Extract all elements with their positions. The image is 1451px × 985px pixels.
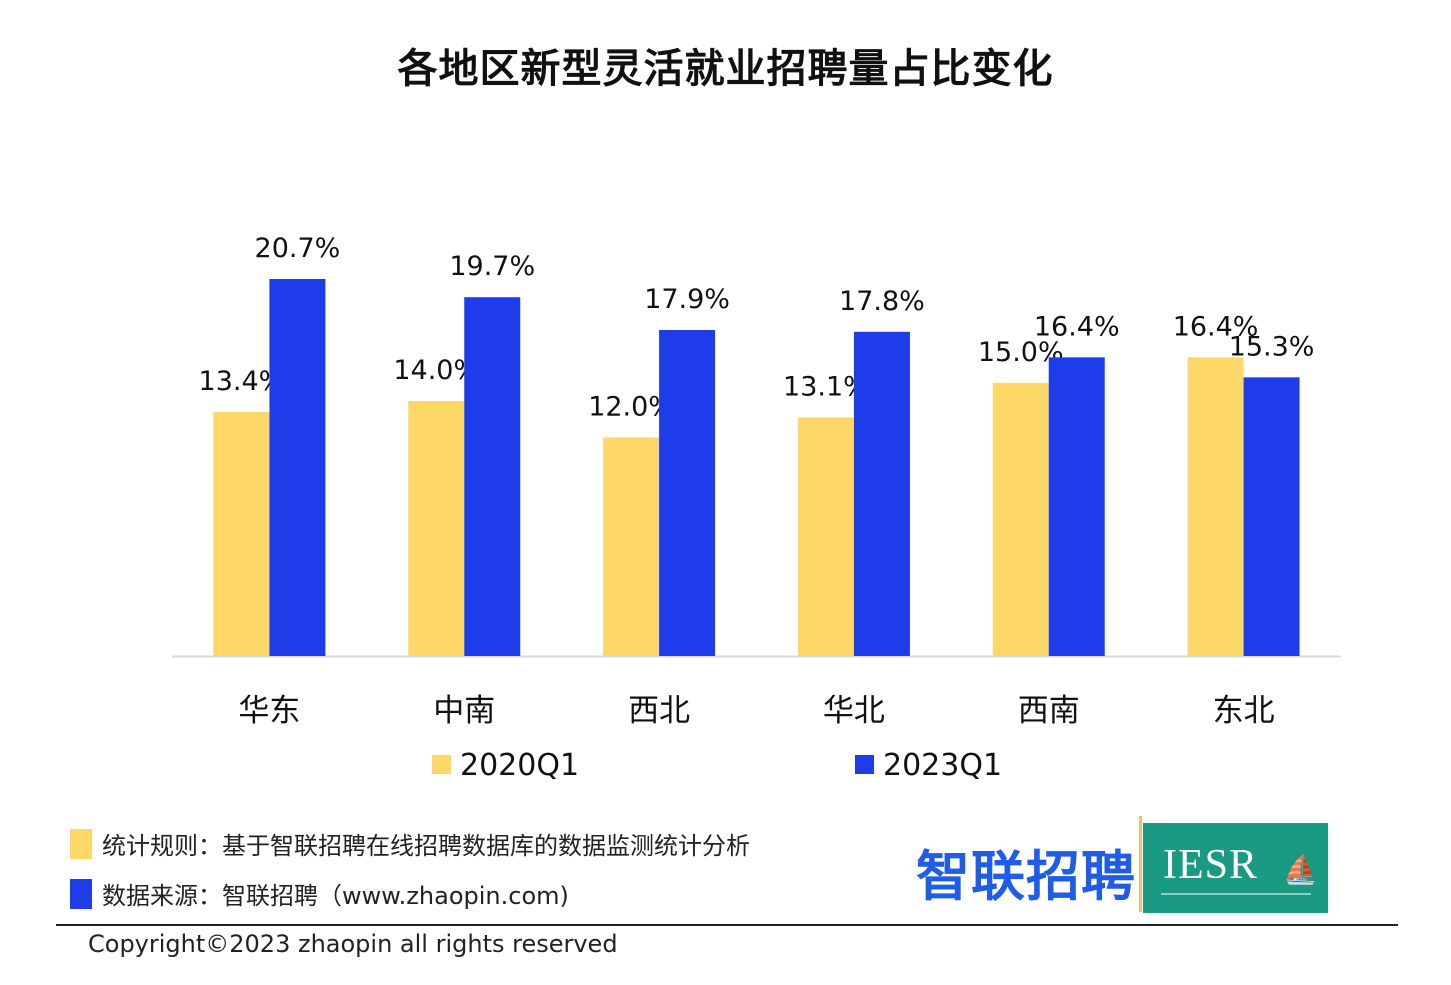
bar-s2020-5 xyxy=(1187,357,1244,656)
legend-swatch-0 xyxy=(432,755,451,774)
rule-swatch xyxy=(70,828,92,859)
x-tick-label-3: 华北 xyxy=(823,693,885,729)
zhaopin-logo: 智联招聘 xyxy=(916,845,1136,908)
iesr-logo-subline xyxy=(1161,893,1311,895)
x-tick-label-4: 西南 xyxy=(1018,693,1080,729)
bar-s2023-4 xyxy=(1048,357,1105,656)
source-swatch xyxy=(70,878,92,909)
bar-s2020-0 xyxy=(213,411,270,656)
x-tick-label-0: 华东 xyxy=(238,693,300,729)
footer-rule xyxy=(56,924,1398,926)
source-text: 数据来源：智联招聘（www.zhaopin.com) xyxy=(102,882,569,910)
bar-s2023-1 xyxy=(464,297,521,656)
iesr-logo: IESR ⛵ xyxy=(1143,823,1328,913)
data-label-s2023-3: 17.8% xyxy=(839,286,925,317)
iesr-logo-text: IESR xyxy=(1163,842,1259,888)
chart-title: 各地区新型灵活就业招聘量占比变化 xyxy=(397,46,1054,92)
data-label-s2023-5: 15.3% xyxy=(1229,331,1315,362)
x-tick-label-2: 西北 xyxy=(628,693,690,729)
x-tick-label-5: 东北 xyxy=(1213,693,1275,729)
data-label-s2023-2: 17.9% xyxy=(644,284,730,315)
bar-s2023-0 xyxy=(269,279,326,656)
data-label-s2023-0: 20.7% xyxy=(255,233,341,264)
legend-swatch-1 xyxy=(855,755,874,774)
bar-s2020-3 xyxy=(797,417,854,656)
x-tick-label-1: 中南 xyxy=(433,693,495,729)
bar-s2023-3 xyxy=(853,331,910,656)
legend-label-0: 2020Q1 xyxy=(460,748,579,783)
data-label-s2023-1: 19.7% xyxy=(449,251,535,282)
bar-s2023-2 xyxy=(659,329,716,656)
ship-icon: ⛵ xyxy=(1283,853,1318,886)
rule-text: 统计规则：基于智联招聘在线招聘数据库的数据监测统计分析 xyxy=(102,832,750,860)
copyright: Copyright©2023 zhaopin all rights reserv… xyxy=(88,930,618,958)
logo-divider xyxy=(1139,816,1142,912)
bar-s2020-2 xyxy=(603,437,660,656)
bar-s2020-1 xyxy=(408,401,465,656)
data-label-s2020-5: 16.4% xyxy=(1173,311,1259,342)
rule-note: 统计规则：基于智联招聘在线招聘数据库的数据监测统计分析 xyxy=(70,826,750,861)
source-note: 数据来源：智联招聘（www.zhaopin.com) xyxy=(70,876,569,911)
bar-chart: 13.4%20.7%华东14.0%19.7%中南12.0%17.9%西北13.1… xyxy=(172,233,1341,783)
legend-label-1: 2023Q1 xyxy=(883,748,1002,783)
bar-s2023-5 xyxy=(1243,377,1300,656)
bar-s2020-4 xyxy=(992,382,1049,656)
data-label-s2023-4: 16.4% xyxy=(1034,311,1120,342)
